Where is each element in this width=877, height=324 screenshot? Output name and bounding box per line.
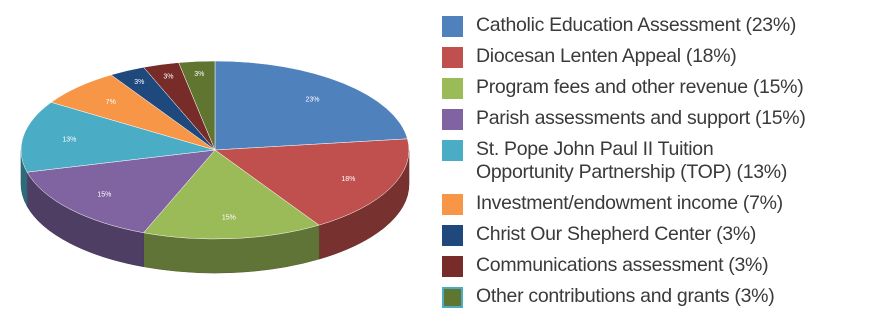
legend-item: Diocesan Lenten Appeal (18%)	[442, 45, 872, 68]
pie-data-label: 3%	[194, 71, 204, 78]
legend-item: Parish assessments and support (15%)	[442, 107, 872, 130]
pie-data-label: 23%	[305, 96, 319, 103]
legend-label: Investment/endowment income (7%)	[476, 192, 783, 214]
legend-swatch	[442, 194, 463, 215]
pie-slice	[214, 138, 410, 226]
legend-swatch	[442, 109, 463, 130]
pie-slice	[26, 149, 216, 234]
pie-side-walls	[20, 149, 410, 274]
pie-data-label: 3%	[134, 79, 144, 86]
legend-item: Program fees and other revenue (15%)	[442, 76, 872, 99]
legend-swatch	[442, 256, 463, 277]
legend-item: Communications assessment (3%)	[442, 254, 872, 277]
pie-slice	[143, 149, 320, 240]
legend-item: Catholic Education Assessment (23%)	[442, 14, 872, 37]
pie-slice	[178, 60, 216, 151]
legend-swatch	[442, 47, 463, 68]
pie-data-labels: 23% 18% 15% 15% 13% 7% 3% 3% 3%	[62, 71, 355, 222]
pie-data-label: 18%	[341, 176, 355, 183]
legend-swatch	[442, 78, 463, 99]
legend-item: Christ Our Shepherd Center (3%)	[442, 223, 872, 246]
legend-label: Parish assessments and support (15%)	[476, 107, 806, 129]
legend-swatch	[442, 140, 463, 161]
legend-swatch	[442, 16, 463, 37]
legend-label-line-1: St. Pope John Paul II Tuition	[476, 138, 714, 160]
legend-swatch	[442, 287, 463, 308]
legend-label: Other contributions and grants (3%)	[476, 285, 775, 307]
legend-item: Other contributions and grants (3%)	[442, 285, 872, 308]
legend-swatch	[442, 225, 463, 246]
legend-label: Catholic Education Assessment (23%)	[476, 14, 797, 36]
pie-slice	[214, 60, 408, 151]
legend-label: Program fees and other revenue (15%)	[476, 76, 804, 98]
pie-chart: 23% 18% 15% 15% 13% 7% 3% 3% 3%	[20, 60, 410, 274]
pie-data-label: 3%	[163, 73, 173, 80]
legend-item: St. Pope John Paul II Tuition Opportunit…	[442, 138, 872, 184]
pie-data-label: 15%	[222, 214, 236, 221]
pie-top	[20, 60, 410, 240]
chart-legend: Catholic Education Assessment (23%) Dioc…	[442, 14, 872, 316]
legend-label: Christ Our Shepherd Center (3%)	[476, 223, 757, 245]
legend-label-line-2: Opportunity Partnership (TOP) (13%)	[476, 161, 788, 183]
pie-data-label: 15%	[97, 192, 111, 199]
pie-slice	[20, 102, 216, 173]
pie-data-label: 7%	[106, 99, 116, 106]
legend-label: Communications assessment (3%)	[476, 254, 769, 276]
pie-data-label: 13%	[62, 136, 76, 143]
legend-label: Diocesan Lenten Appeal (18%)	[476, 45, 737, 67]
legend-item: Investment/endowment income (7%)	[442, 192, 872, 215]
